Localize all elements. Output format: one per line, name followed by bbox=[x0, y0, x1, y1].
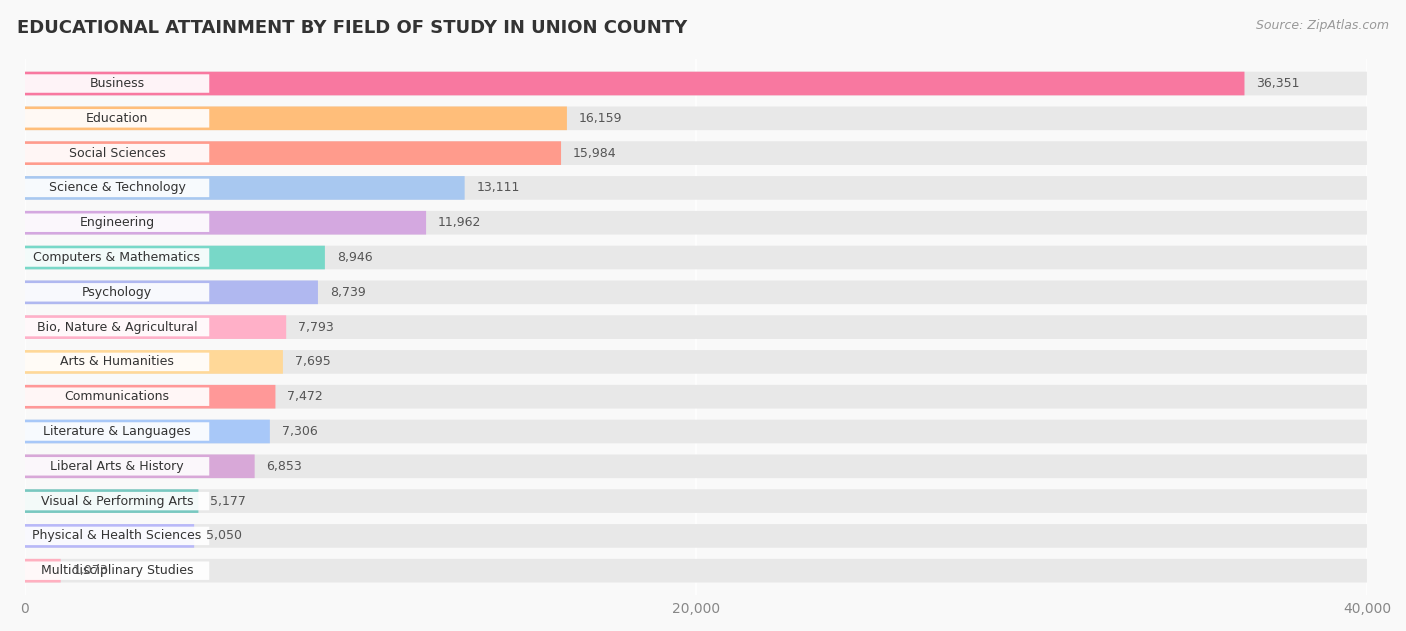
FancyBboxPatch shape bbox=[25, 245, 1367, 269]
Text: 5,177: 5,177 bbox=[209, 495, 246, 507]
FancyBboxPatch shape bbox=[25, 492, 209, 510]
FancyBboxPatch shape bbox=[25, 281, 318, 304]
Text: Communications: Communications bbox=[65, 390, 170, 403]
FancyBboxPatch shape bbox=[25, 211, 1367, 235]
FancyBboxPatch shape bbox=[25, 559, 1367, 582]
Text: 6,853: 6,853 bbox=[266, 460, 302, 473]
FancyBboxPatch shape bbox=[25, 72, 1367, 95]
FancyBboxPatch shape bbox=[25, 176, 464, 200]
Text: Social Sciences: Social Sciences bbox=[69, 146, 166, 160]
FancyBboxPatch shape bbox=[25, 74, 209, 93]
FancyBboxPatch shape bbox=[25, 141, 561, 165]
FancyBboxPatch shape bbox=[25, 454, 1367, 478]
FancyBboxPatch shape bbox=[25, 107, 567, 130]
Text: Literature & Languages: Literature & Languages bbox=[44, 425, 191, 438]
Text: Science & Technology: Science & Technology bbox=[49, 182, 186, 194]
Text: 7,793: 7,793 bbox=[298, 321, 333, 334]
Text: Computers & Mathematics: Computers & Mathematics bbox=[34, 251, 201, 264]
FancyBboxPatch shape bbox=[25, 283, 209, 302]
FancyBboxPatch shape bbox=[25, 353, 209, 371]
FancyBboxPatch shape bbox=[25, 316, 287, 339]
Text: 8,946: 8,946 bbox=[336, 251, 373, 264]
Text: Source: ZipAtlas.com: Source: ZipAtlas.com bbox=[1256, 19, 1389, 32]
Text: 5,050: 5,050 bbox=[205, 529, 242, 543]
FancyBboxPatch shape bbox=[25, 420, 270, 444]
FancyBboxPatch shape bbox=[25, 141, 1367, 165]
Text: Business: Business bbox=[90, 77, 145, 90]
FancyBboxPatch shape bbox=[25, 245, 325, 269]
Text: 11,962: 11,962 bbox=[437, 216, 481, 229]
FancyBboxPatch shape bbox=[25, 562, 209, 580]
FancyBboxPatch shape bbox=[25, 72, 1244, 95]
FancyBboxPatch shape bbox=[25, 422, 209, 440]
Text: 1,073: 1,073 bbox=[73, 564, 108, 577]
FancyBboxPatch shape bbox=[25, 316, 1367, 339]
Text: Liberal Arts & History: Liberal Arts & History bbox=[51, 460, 184, 473]
FancyBboxPatch shape bbox=[25, 559, 60, 582]
FancyBboxPatch shape bbox=[25, 144, 209, 162]
FancyBboxPatch shape bbox=[25, 387, 209, 406]
FancyBboxPatch shape bbox=[25, 385, 1367, 408]
FancyBboxPatch shape bbox=[25, 248, 209, 267]
Text: 8,739: 8,739 bbox=[329, 286, 366, 299]
Text: Education: Education bbox=[86, 112, 148, 125]
FancyBboxPatch shape bbox=[25, 457, 209, 476]
FancyBboxPatch shape bbox=[25, 454, 254, 478]
FancyBboxPatch shape bbox=[25, 107, 1367, 130]
FancyBboxPatch shape bbox=[25, 524, 194, 548]
Text: Visual & Performing Arts: Visual & Performing Arts bbox=[41, 495, 193, 507]
FancyBboxPatch shape bbox=[25, 350, 283, 374]
Text: Engineering: Engineering bbox=[79, 216, 155, 229]
Text: Multidisciplinary Studies: Multidisciplinary Studies bbox=[41, 564, 193, 577]
FancyBboxPatch shape bbox=[25, 179, 209, 197]
Text: Physical & Health Sciences: Physical & Health Sciences bbox=[32, 529, 201, 543]
FancyBboxPatch shape bbox=[25, 489, 1367, 513]
Text: 7,695: 7,695 bbox=[295, 355, 330, 369]
Text: 13,111: 13,111 bbox=[477, 182, 520, 194]
Text: 36,351: 36,351 bbox=[1256, 77, 1299, 90]
Text: 7,306: 7,306 bbox=[281, 425, 318, 438]
Text: EDUCATIONAL ATTAINMENT BY FIELD OF STUDY IN UNION COUNTY: EDUCATIONAL ATTAINMENT BY FIELD OF STUDY… bbox=[17, 19, 688, 37]
FancyBboxPatch shape bbox=[25, 489, 198, 513]
FancyBboxPatch shape bbox=[25, 385, 276, 408]
FancyBboxPatch shape bbox=[25, 350, 1367, 374]
Text: Arts & Humanities: Arts & Humanities bbox=[60, 355, 174, 369]
Text: 16,159: 16,159 bbox=[579, 112, 623, 125]
FancyBboxPatch shape bbox=[25, 524, 1367, 548]
FancyBboxPatch shape bbox=[25, 109, 209, 127]
FancyBboxPatch shape bbox=[25, 211, 426, 235]
FancyBboxPatch shape bbox=[25, 281, 1367, 304]
FancyBboxPatch shape bbox=[25, 176, 1367, 200]
Text: Psychology: Psychology bbox=[82, 286, 152, 299]
Text: Bio, Nature & Agricultural: Bio, Nature & Agricultural bbox=[37, 321, 197, 334]
FancyBboxPatch shape bbox=[25, 318, 209, 336]
FancyBboxPatch shape bbox=[25, 420, 1367, 444]
FancyBboxPatch shape bbox=[25, 527, 209, 545]
Text: 7,472: 7,472 bbox=[287, 390, 323, 403]
FancyBboxPatch shape bbox=[25, 213, 209, 232]
Text: 15,984: 15,984 bbox=[572, 146, 616, 160]
